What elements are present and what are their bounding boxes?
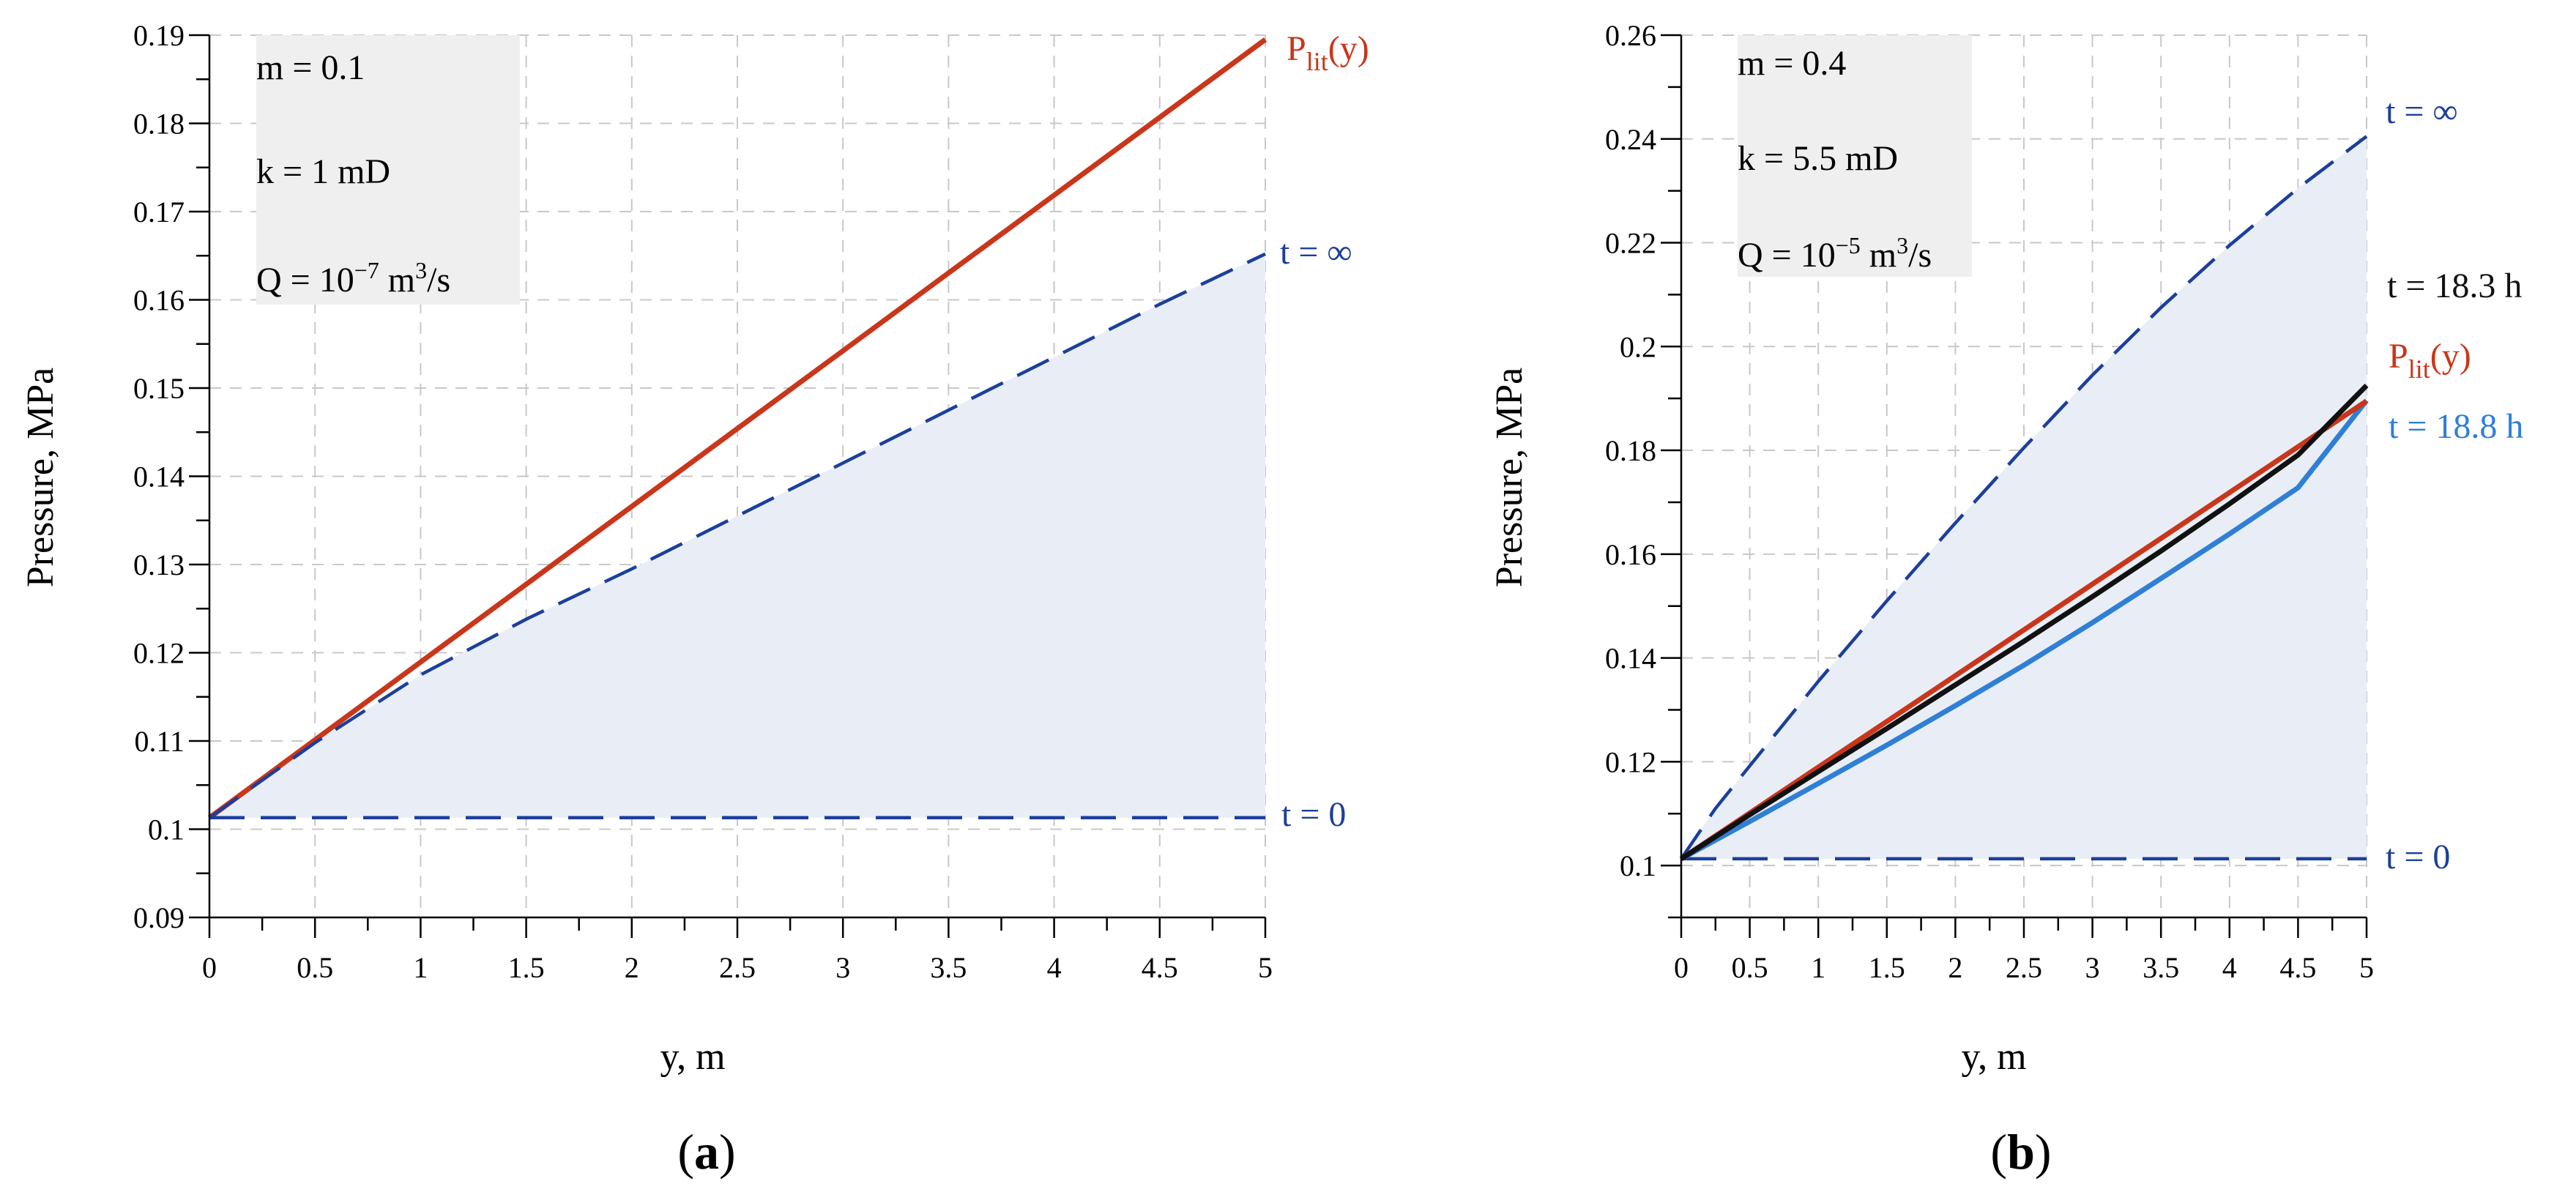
chart-b-label-t-18-3: t = 18.3 h: [2387, 267, 2522, 305]
chart-b: 0 0.5 1 1.5 2 2.5 3 3.5 4 4.5 5 0.10.120.140.160.1…: [1489, 19, 2523, 1180]
chart-b-y-axis-title: Pressure, MPa: [1489, 368, 1530, 587]
chart-b-series-t-18-3-h: [1680, 384, 2369, 861]
chart-a-y-tick-labels: 0.09 0.1 0.11 0.12 0.13 0.14 0.15 0.16 0.17 0.18 0…: [133, 19, 185, 934]
chart-a-x-tick-label: 2.5: [719, 951, 756, 984]
chart-b-label-t-18-8: t = 18.8 h: [2389, 407, 2523, 446]
chart-b-x-tick-label: 0: [1674, 951, 1689, 984]
chart-a-x-tick-label: 0.5: [297, 951, 333, 984]
chart-b-label-plit: Plit(y): [2389, 337, 2471, 384]
chart-a-x-axis-title: y, m: [660, 1036, 725, 1078]
chart-b-x-tick-label: 2: [1948, 951, 1962, 984]
chart-b-y-tick-label: 0.2: [1620, 330, 1656, 363]
chart-b-y-tick-labels: 0.1 0.12 0.14 0.16 0.18 0.2 0.22 0.24 0.26: [1605, 19, 1656, 882]
chart-a-y-axis-title: Pressure, MPa: [20, 368, 62, 587]
chart-a-y-tick-label: 0.14: [133, 461, 185, 493]
chart-a-annotation-q: Q = 10−7 m3/s: [256, 257, 450, 299]
chart-a-x-tick-label: 2: [625, 951, 639, 984]
chart-b-y-tick-label: 0.24: [1605, 123, 1656, 156]
chart-b-series-t-18-8-h: [1680, 398, 2369, 861]
chart-b-annotation-m: m = 0.4: [1738, 44, 1846, 83]
chart-b-label-t-0: t = 0: [2386, 838, 2450, 876]
chart-a-series-p-lit-y-: [207, 37, 1267, 820]
chart-b-y-tick-label: 0.22: [1605, 227, 1656, 260]
chart-b-series-t-: [1680, 135, 2368, 860]
chart-a-panel-label: (a): [677, 1124, 735, 1180]
chart-a-label-plit: Plit(y): [1287, 29, 1369, 76]
chart-b-x-tick-label: 4: [2222, 951, 2237, 984]
chart-a-x-tick-label: 4.5: [1142, 951, 1178, 984]
chart-b-x-tick-label: 5: [2359, 951, 2374, 984]
chart-a-x-tick-label: 3: [835, 951, 850, 984]
chart-a-y-tick-label: 0.19: [133, 19, 185, 52]
chart-a-y-tick-label: 0.13: [133, 548, 185, 581]
chart-b-y-tick-label: 0.26: [1605, 19, 1656, 52]
chart-b-y-tick-label: 0.18: [1605, 434, 1656, 467]
chart-a-x-tick-label: 3.5: [930, 951, 967, 984]
chart-a-x-tick-label: 4: [1047, 951, 1062, 984]
chart-a: 0 0.5 1 1.5 2 2.5 3 3.5 4 4.5 5 0.09 0.1 0.11 0.12 0.1…: [20, 19, 1369, 1180]
chart-a-y-tick-label: 0.15: [133, 372, 185, 405]
chart-a-x-tick-label: 5: [1258, 951, 1273, 984]
chart-a-y-tick-label: 0.11: [134, 725, 185, 758]
chart-b-x-tick-label: 1.5: [1869, 951, 1905, 984]
chart-a-y-tick-label: 0.18: [133, 108, 185, 141]
chart-b-shaded-region: [1681, 136, 2367, 859]
chart-a-x-tick-label: 1.5: [508, 951, 545, 984]
chart-b-y-tick-label: 0.14: [1605, 642, 1656, 675]
chart-a-y-tick-label: 0.17: [133, 195, 185, 228]
chart-b-annotation-box: [1738, 35, 1972, 277]
chart-b-x-tick-label: 4.5: [2279, 951, 2316, 984]
chart-b-axes: [1661, 34, 2368, 938]
chart-a-y-tick-label: 0.16: [133, 284, 185, 317]
chart-b-annotation-k: k = 5.5 mD: [1738, 139, 1898, 178]
chart-b-x-axis-title: y, m: [1961, 1036, 2026, 1078]
chart-a-y-tick-label: 0.09: [133, 901, 185, 934]
chart-b-y-tick-label: 0.1: [1620, 849, 1656, 882]
chart-a-x-tick-label: 1: [413, 951, 428, 984]
chart-a-annotation-m: m = 0.1: [256, 48, 365, 87]
chart-b-y-tick-label: 0.12: [1605, 745, 1656, 778]
chart-a-series: [207, 37, 1267, 820]
chart-a-x-tick-labels: 0 0.5 1 1.5 2 2.5 3 3.5 4 4.5 5: [202, 951, 1273, 984]
chart-b-series-p-lit-y-: [1680, 398, 2368, 861]
chart-a-shaded-region: [209, 253, 1265, 818]
chart-b-x-tick-label: 3: [2085, 951, 2100, 984]
chart-b-panel-label: (b): [1990, 1124, 2051, 1180]
chart-a-y-tick-label: 0.12: [133, 637, 185, 670]
chart-a-annotation-box: [256, 35, 520, 305]
chart-b-y-tick-label: 0.16: [1605, 538, 1656, 571]
chart-a-x-tick-label: 0: [202, 951, 217, 984]
chart-a-label-t-0: t = 0: [1281, 795, 1346, 834]
chart-b-x-tick-label: 1: [1811, 951, 1825, 984]
chart-b-x-tick-label: 3.5: [2143, 951, 2179, 984]
chart-a-annotation-k: k = 1 mD: [256, 152, 390, 191]
chart-a-axes: [189, 34, 1267, 938]
chart-b-x-tick-label: 2.5: [2006, 951, 2042, 984]
chart-b-x-tick-labels: 0 0.5 1 1.5 2 2.5 3 3.5 4 4.5 5: [1674, 951, 2374, 984]
chart-b-x-tick-label: 0.5: [1732, 951, 1768, 984]
chart-a-y-tick-label: 0.1: [148, 813, 185, 846]
chart-b-annotation-q: Q = 10−5 m3/s: [1738, 232, 1932, 275]
chart-a-label-t-inf: t = ∞: [1280, 233, 1352, 272]
chart-b-series: [1680, 135, 2369, 861]
chart-b-label-t-inf: t = ∞: [2386, 92, 2458, 131]
chart-a-series-t-: [208, 252, 1266, 819]
